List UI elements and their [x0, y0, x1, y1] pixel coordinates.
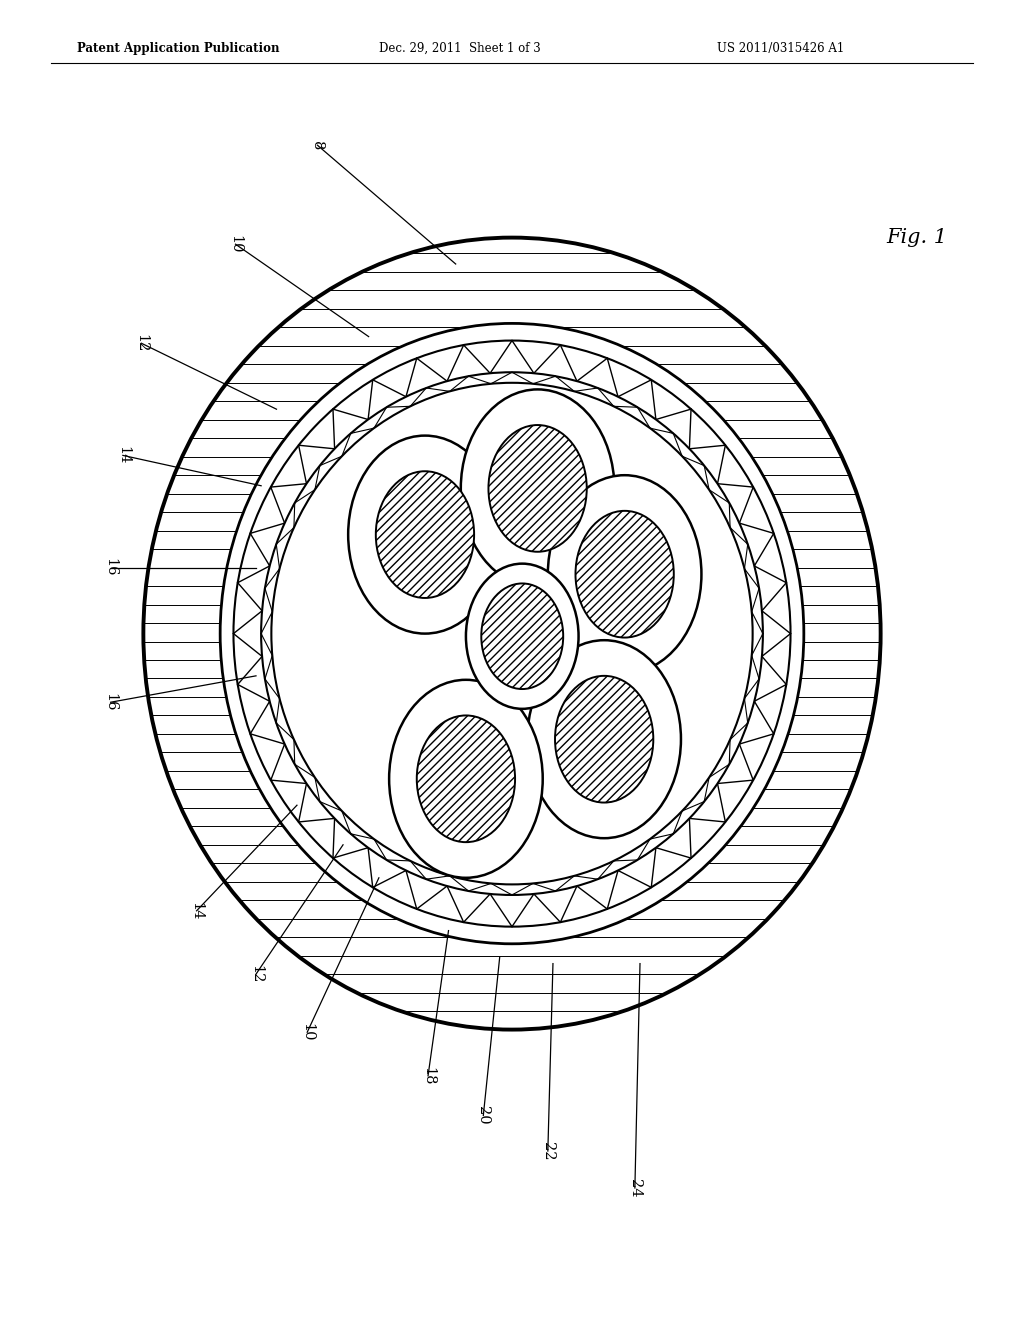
Text: Patent Application Publication: Patent Application Publication [77, 42, 280, 55]
Ellipse shape [233, 341, 791, 927]
Circle shape [548, 475, 701, 673]
Circle shape [555, 676, 653, 803]
Text: 12: 12 [134, 334, 148, 352]
Circle shape [481, 583, 563, 689]
Circle shape [461, 389, 614, 587]
Text: 10: 10 [228, 235, 243, 253]
Circle shape [417, 715, 515, 842]
Text: Dec. 29, 2011  Sheet 1 of 3: Dec. 29, 2011 Sheet 1 of 3 [379, 42, 541, 55]
Text: 10: 10 [300, 1023, 314, 1041]
Text: 8: 8 [310, 140, 325, 150]
Text: 16: 16 [103, 558, 118, 577]
Ellipse shape [220, 323, 804, 944]
Text: US 2011/0315426 A1: US 2011/0315426 A1 [717, 42, 844, 55]
Ellipse shape [261, 372, 763, 895]
Text: 20: 20 [476, 1106, 490, 1125]
Text: 22: 22 [541, 1142, 555, 1160]
Text: 16: 16 [103, 693, 118, 711]
Circle shape [376, 471, 474, 598]
Circle shape [389, 680, 543, 878]
Circle shape [348, 436, 502, 634]
Text: 18: 18 [421, 1067, 435, 1085]
Text: 14: 14 [189, 902, 204, 920]
Circle shape [575, 511, 674, 638]
Circle shape [527, 640, 681, 838]
Text: 24: 24 [628, 1179, 642, 1197]
Circle shape [488, 425, 587, 552]
Text: 14: 14 [116, 446, 130, 465]
Circle shape [466, 564, 579, 709]
Ellipse shape [271, 383, 753, 884]
Text: Fig. 1: Fig. 1 [886, 228, 947, 247]
Text: 12: 12 [249, 965, 263, 983]
